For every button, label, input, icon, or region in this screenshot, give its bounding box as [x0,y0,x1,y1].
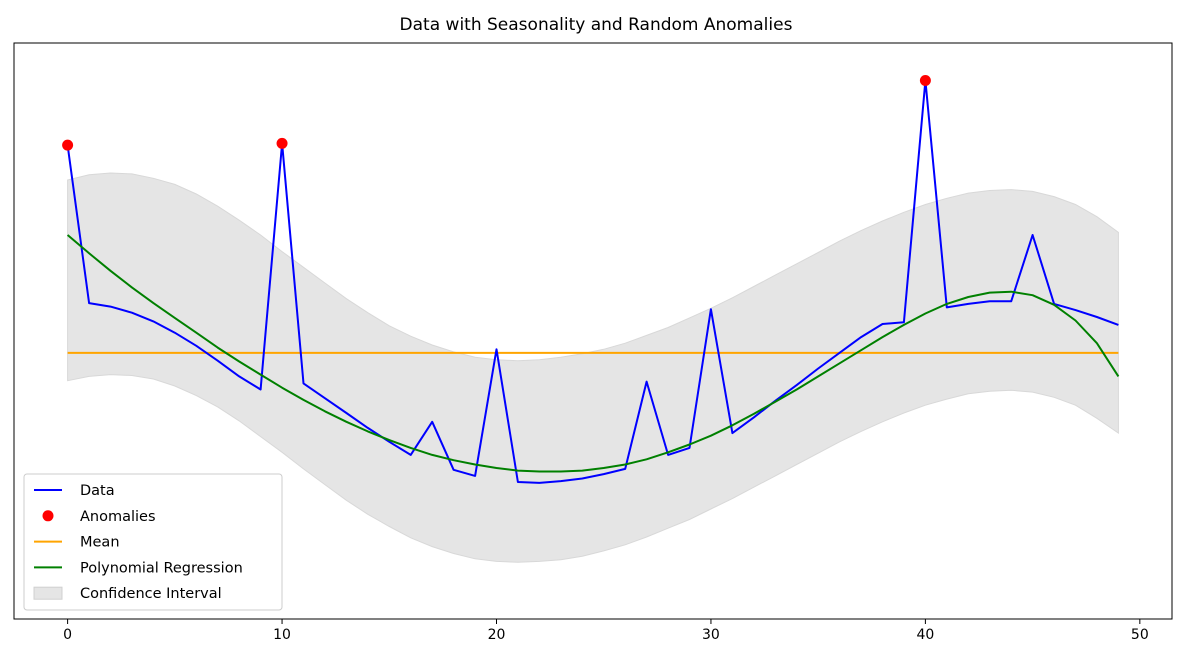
legend-label-anomalies: Anomalies [80,509,156,525]
anomaly-point [62,139,74,151]
polynomial-regression-line [66,234,1120,473]
legend-swatch-confidence-interval [33,586,63,600]
x-tick-label: 20 [488,627,506,643]
legend-swatch-anomalies [42,510,54,522]
plot-area [62,75,1120,563]
x-tick-label: 40 [916,627,934,643]
legend-box [23,473,283,611]
legend-label-polynomial-regression: Polynomial Regression [80,560,243,576]
legend-label-mean: Mean [80,535,120,551]
x-tick-label: 30 [702,627,720,643]
chart-title: Data with Seasonality and Random Anomali… [400,15,793,35]
legend: Data Anomalies Mean Polynomial Regression Co… [23,473,283,611]
legend-label-confidence-interval: Confidence Interval [80,586,222,602]
anomaly-point [919,75,931,87]
x-axis: 0 10 20 30 40 50 [63,619,1149,643]
x-tick-label: 10 [273,627,291,643]
x-tick-label: 50 [1131,627,1149,643]
axes-frame [13,42,1173,620]
confidence-interval-band [67,172,1119,563]
anomaly-point [276,137,288,149]
x-tick-label: 0 [63,627,72,643]
legend-label-data: Data [80,483,115,499]
data-series-line [66,79,1119,484]
